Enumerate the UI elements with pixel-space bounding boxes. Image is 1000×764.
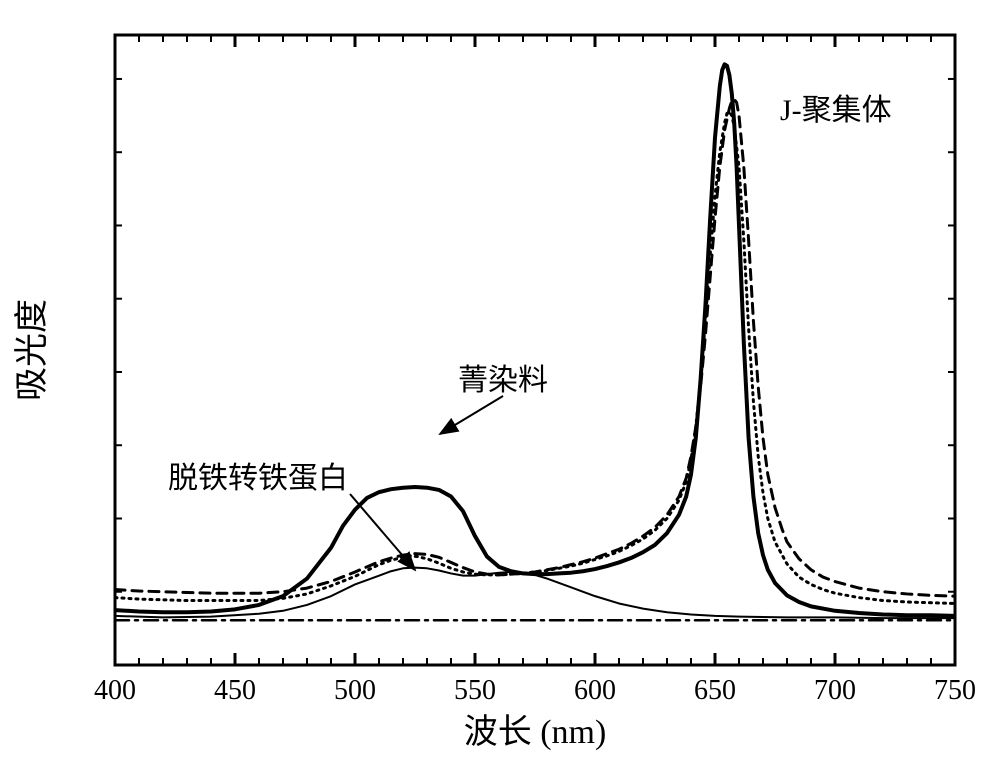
- y-axis-label: 吸光度: [13, 299, 51, 401]
- x-tick-label: 400: [94, 675, 136, 706]
- annotation-arrow-label_cyanine: [440, 396, 503, 434]
- series-mixture_dashed: [115, 99, 955, 596]
- x-tick-label: 550: [454, 675, 496, 706]
- annotation-label_apotransferrin: 脱铁转铁蛋白: [168, 462, 348, 495]
- annotation-arrow-label_apotransferrin: [350, 494, 415, 570]
- x-tick-label: 450: [214, 675, 256, 706]
- series-mixture_solid_thick: [115, 64, 955, 616]
- y-axis-ticks: [115, 79, 955, 592]
- x-tick-label: 750: [934, 675, 976, 706]
- absorbance-spectrum-chart: 400 450 500 550 600 650 700 750 波长 (nm) 吸光度脱铁转铁蛋白…: [0, 0, 1000, 764]
- chart-svg: 400 450 500 550 600 650 700 750 波长 (nm) 吸光度脱铁转铁蛋白…: [0, 0, 1000, 764]
- x-axis-label: 波长 (nm): [464, 713, 607, 751]
- x-tick-label: 650: [694, 675, 736, 706]
- series-group: [115, 64, 955, 620]
- x-tick-label: 700: [814, 675, 856, 706]
- series-mixture_dotted: [115, 112, 955, 604]
- x-tick-label: 600: [574, 675, 616, 706]
- annotation-label_jaggregate: J-聚集体: [780, 94, 892, 127]
- x-tick-label: 500: [334, 675, 376, 706]
- annotation-label_cyanine: 菁染料: [458, 364, 548, 397]
